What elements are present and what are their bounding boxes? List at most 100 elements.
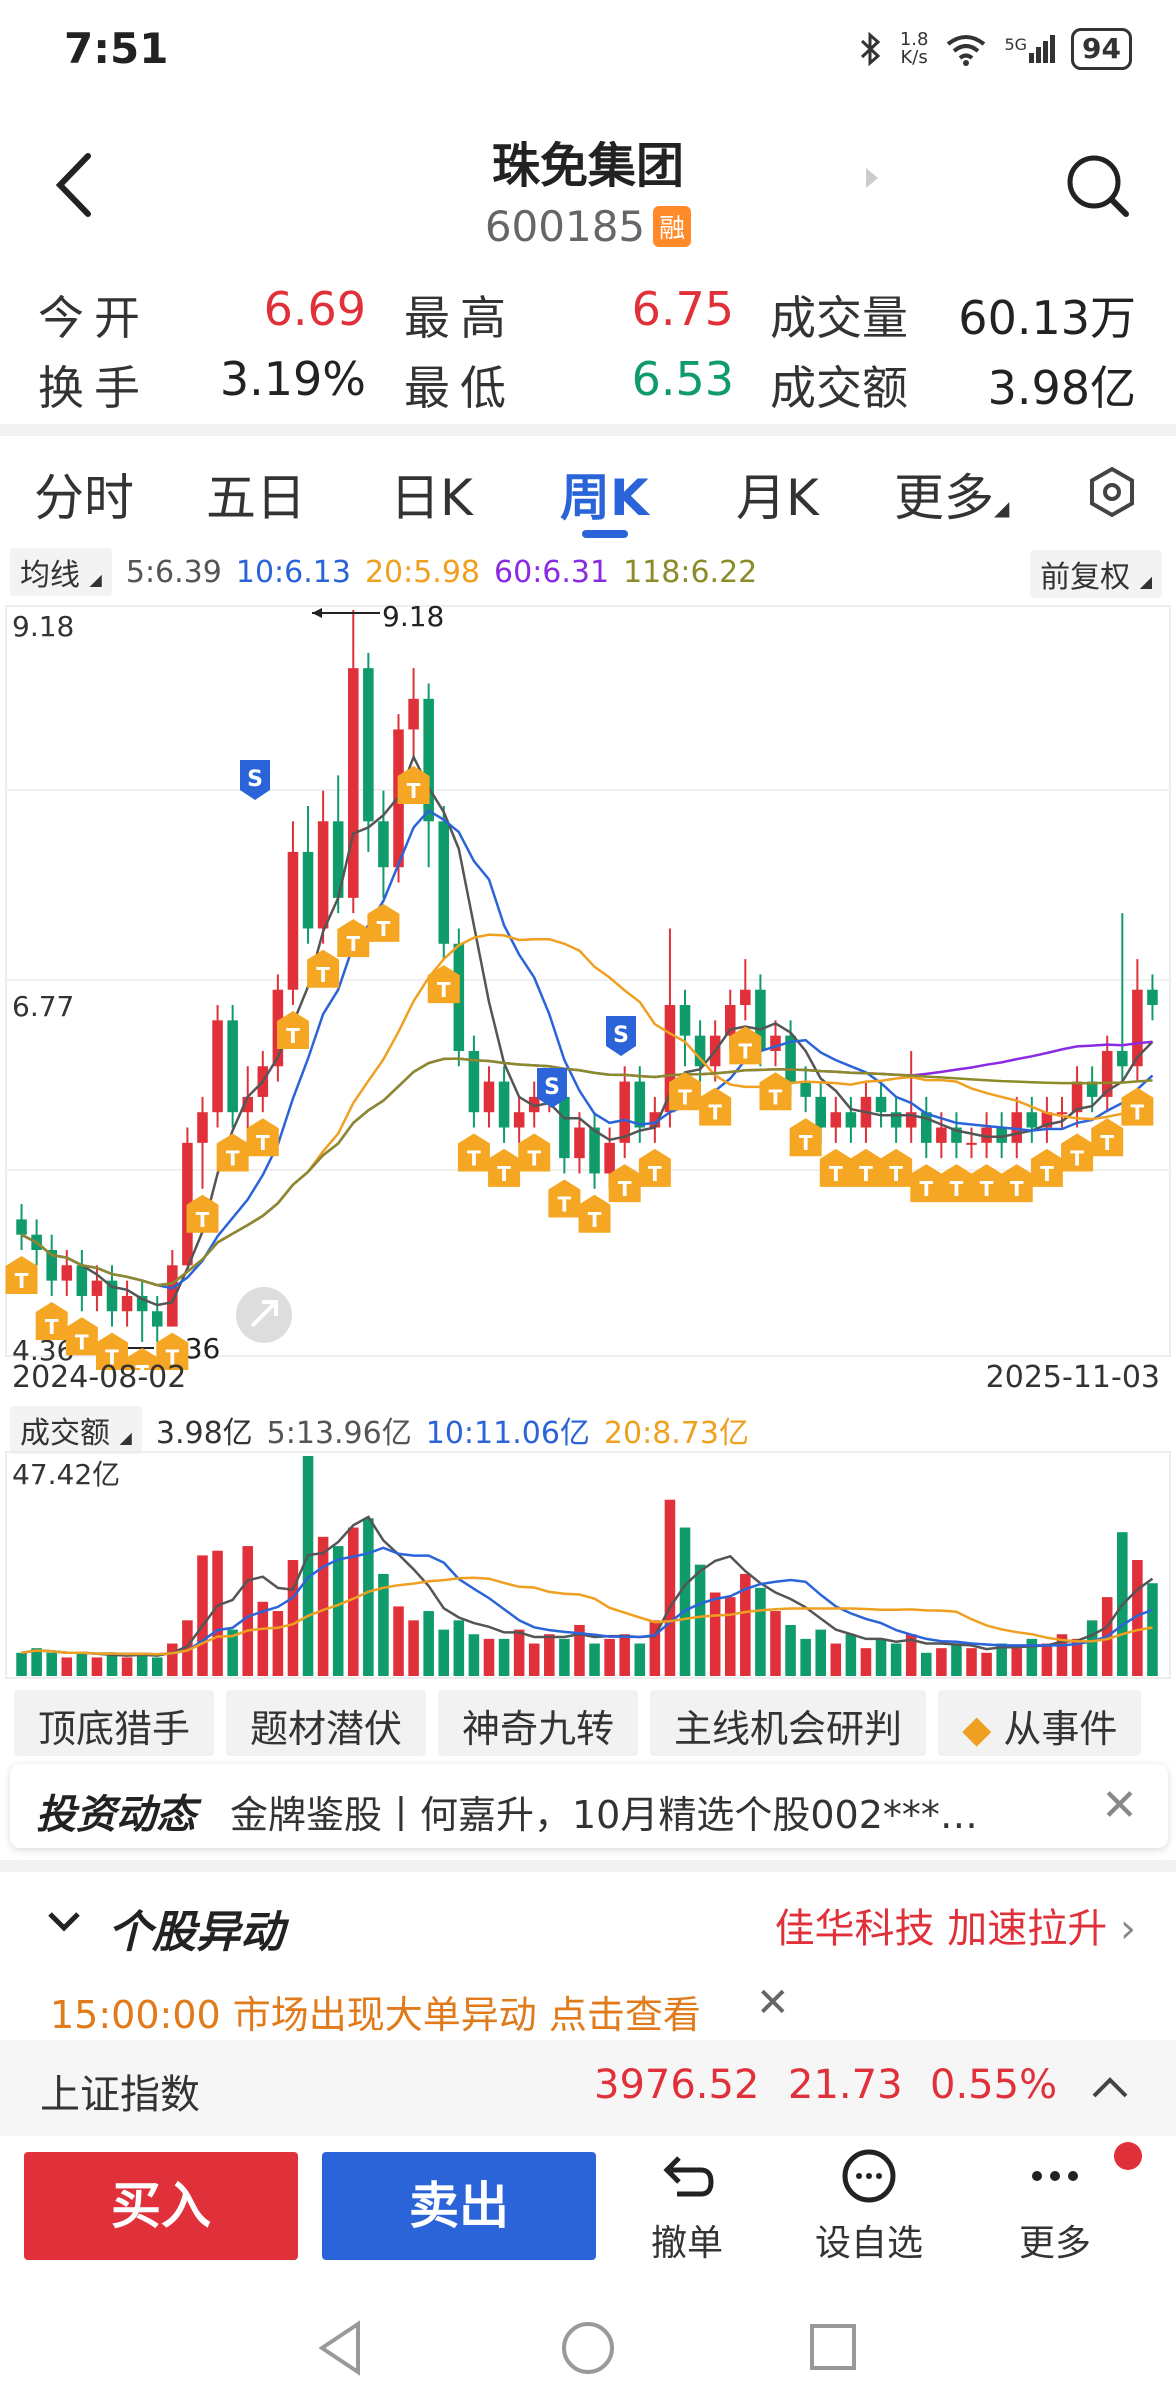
svg-text:T: T: [1010, 1177, 1024, 1201]
signal-t-marker[interactable]: T: [669, 1072, 702, 1111]
nav-recent-icon[interactable]: [810, 2324, 856, 2370]
signal-t-marker[interactable]: T: [276, 1011, 309, 1050]
signal-t-marker[interactable]: T: [427, 965, 460, 1004]
signal-t-marker[interactable]: T: [216, 1133, 249, 1172]
news-banner[interactable]: 投资动态 金牌鉴股丨何嘉升，10月精选个股002***… ✕: [10, 1764, 1168, 1848]
cancel-order-button[interactable]: 撤单: [612, 2148, 762, 2266]
amount-value: 3.98亿: [987, 361, 1136, 415]
svg-text:T: T: [980, 1177, 994, 1201]
feature-chip-top-bottom[interactable]: 顶底猎手: [14, 1690, 215, 1756]
chevron-down-icon[interactable]: [46, 1906, 82, 1936]
ma-selector[interactable]: 均线 ◢: [10, 548, 112, 596]
signal-t-marker[interactable]: T: [940, 1164, 973, 1203]
signal-s-marker[interactable]: S: [240, 760, 270, 800]
signal-t-marker[interactable]: T: [96, 1332, 129, 1370]
back-button[interactable]: [50, 150, 100, 220]
signal-t-marker[interactable]: T: [1121, 1087, 1154, 1126]
volume-bar: [845, 1634, 857, 1676]
close-icon[interactable]: ✕: [756, 1980, 790, 2026]
signal-t-marker[interactable]: T: [1000, 1164, 1033, 1203]
feature-chip-theme[interactable]: 题材潜伏: [226, 1690, 427, 1756]
alert-text[interactable]: 15:00:00 市场出现大单异动 点击查看: [50, 1993, 701, 2037]
volume-bar: [785, 1624, 796, 1676]
volume-selector[interactable]: 成交额 ◢: [10, 1406, 142, 1454]
volume-bar: [76, 1652, 88, 1676]
signal-t-marker[interactable]: T: [608, 1164, 641, 1203]
index-bar[interactable]: 上证指数 3976.52 21.73 0.55%: [0, 2040, 1176, 2136]
signal-t-marker[interactable]: T: [5, 1256, 38, 1295]
buy-button[interactable]: 买入: [24, 2152, 298, 2260]
signal-t-marker[interactable]: T: [729, 1026, 762, 1065]
signal-t-marker[interactable]: T: [1061, 1133, 1094, 1172]
candle: [559, 1096, 570, 1159]
signal-t-marker[interactable]: T: [186, 1194, 219, 1233]
fullscreen-icon[interactable]: [236, 1287, 292, 1343]
signal-t-marker[interactable]: T: [880, 1148, 913, 1187]
signal-t-marker[interactable]: T: [970, 1164, 1003, 1203]
signal-t-marker[interactable]: T: [819, 1148, 852, 1187]
price-adjust-selector[interactable]: 前复权 ◢: [1030, 550, 1162, 598]
signal-s-marker[interactable]: S: [537, 1068, 567, 1108]
tab-daily-k[interactable]: 日K: [390, 469, 473, 527]
signal-t-marker[interactable]: T: [789, 1118, 822, 1157]
signal-t-marker[interactable]: T: [367, 903, 400, 942]
signal-t-marker[interactable]: T: [1030, 1148, 1063, 1187]
signal-t-marker[interactable]: T: [35, 1301, 68, 1340]
nav-home-icon[interactable]: [562, 2322, 614, 2374]
signal-t-marker[interactable]: T: [337, 919, 370, 958]
signal-t-marker[interactable]: T: [156, 1332, 189, 1370]
tab-more[interactable]: 更多◢: [894, 469, 1010, 527]
volume-bar: [242, 1546, 254, 1676]
signal-t-marker[interactable]: T: [1091, 1118, 1124, 1157]
ma-legend: 均线 ◢ 5:6.39 10:6.13 20:5.98 60:6.31 118:…: [10, 548, 758, 596]
svg-text:T: T: [497, 1162, 511, 1186]
volume-bar: [951, 1643, 962, 1676]
signal-t-marker[interactable]: T: [307, 949, 340, 988]
signal-t-marker[interactable]: T: [397, 766, 430, 805]
feature-chip-mainline[interactable]: 主线机会研判: [650, 1690, 927, 1756]
settings-icon[interactable]: [1086, 466, 1138, 518]
tab-five-day[interactable]: 五日: [206, 469, 306, 527]
signal-t-marker[interactable]: T: [457, 1133, 490, 1172]
signal-t-marker[interactable]: T: [910, 1164, 943, 1203]
volume-bar: [649, 1620, 661, 1676]
signal-t-marker[interactable]: T: [246, 1118, 279, 1157]
nav-back-icon[interactable]: [318, 2320, 360, 2376]
signal-t-marker[interactable]: T: [65, 1317, 98, 1356]
tab-weekly-k[interactable]: 周K: [560, 469, 649, 527]
signal-t-marker[interactable]: T: [699, 1087, 732, 1126]
signal-t-marker[interactable]: T: [578, 1194, 611, 1233]
signal-t-marker[interactable]: T: [849, 1148, 882, 1187]
feature-chip-nine-turn[interactable]: 神奇九转: [438, 1690, 639, 1756]
more-button[interactable]: 更多: [980, 2148, 1130, 2266]
signal-s-marker[interactable]: S: [606, 1016, 636, 1056]
signal-t-marker[interactable]: T: [759, 1072, 792, 1111]
signal-t-marker[interactable]: T: [126, 1347, 159, 1370]
amount-label: 成交额: [770, 361, 908, 415]
signal-t-marker[interactable]: T: [638, 1148, 671, 1187]
chevron-up-icon[interactable]: [1090, 2074, 1130, 2100]
volume-bar: [302, 1456, 314, 1676]
volume-bar: [890, 1643, 902, 1676]
next-stock-icon[interactable]: [862, 166, 882, 190]
sell-button[interactable]: 卖出: [322, 2152, 596, 2260]
candle: [423, 698, 434, 822]
active-tab-indicator: [582, 530, 628, 538]
signal-t-marker[interactable]: T: [548, 1179, 581, 1218]
stock-code: 600185: [484, 202, 646, 251]
tab-intraday[interactable]: 分时: [34, 469, 134, 527]
candle: [936, 1127, 947, 1143]
signal-t-marker[interactable]: T: [518, 1133, 551, 1172]
add-watchlist-button[interactable]: 设自选: [794, 2148, 944, 2266]
candle: [498, 1081, 510, 1128]
close-icon[interactable]: ✕: [1101, 1780, 1138, 1831]
search-icon[interactable]: [1062, 150, 1132, 220]
ma118-value: 118:6.22: [623, 554, 758, 590]
tab-monthly-k[interactable]: 月K: [736, 469, 819, 527]
signal-t-marker[interactable]: T: [488, 1148, 521, 1187]
movement-link[interactable]: 佳华科技 加速拉升 ›: [774, 1906, 1136, 1952]
volume-chart[interactable]: 47.42亿: [0, 1450, 1176, 1680]
feature-chip-event[interactable]: ◆ 从事件: [938, 1690, 1142, 1756]
volume-bar: [830, 1643, 842, 1676]
